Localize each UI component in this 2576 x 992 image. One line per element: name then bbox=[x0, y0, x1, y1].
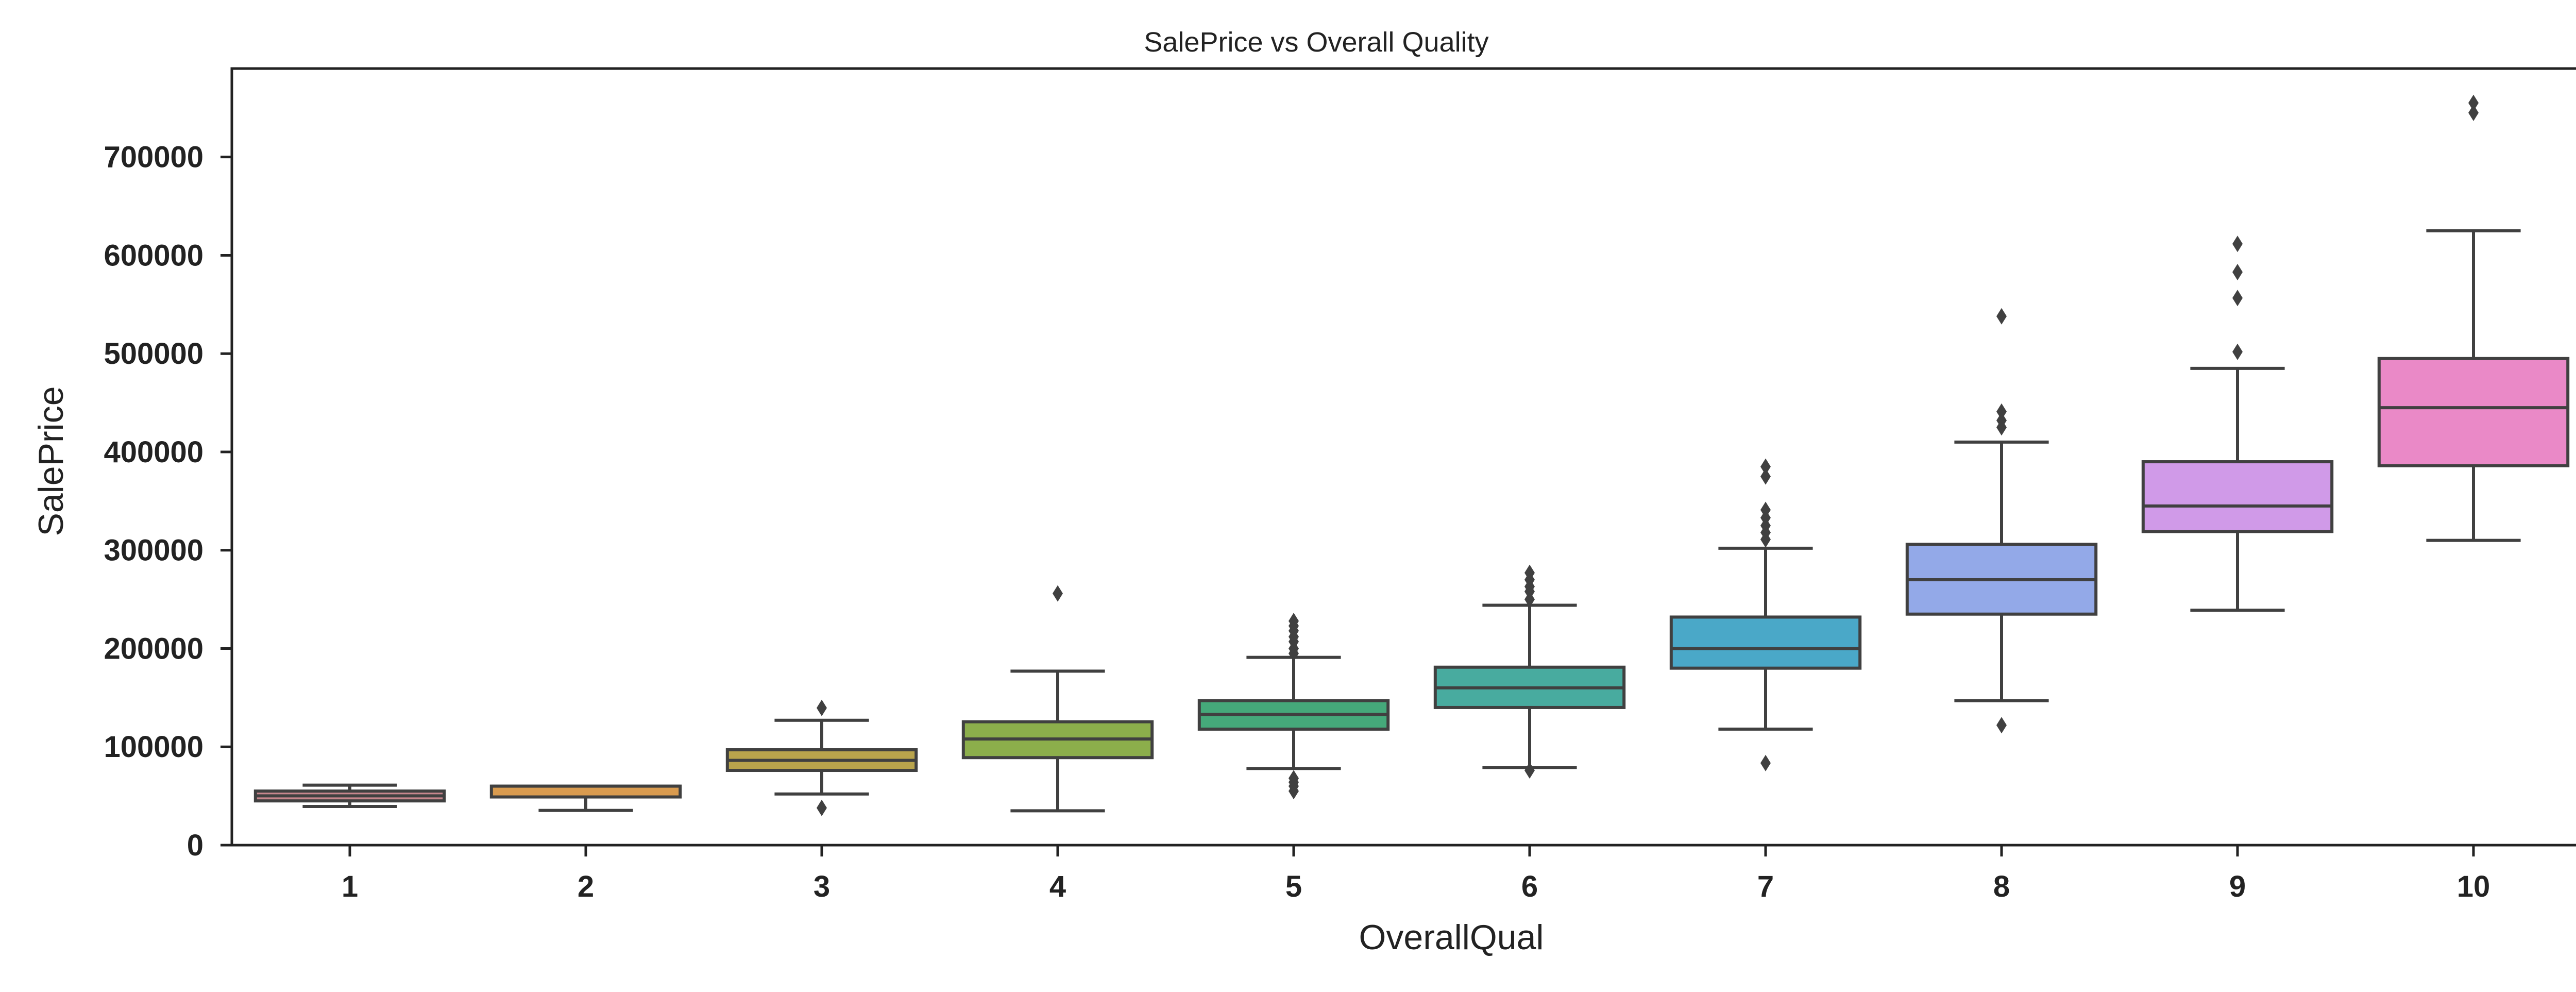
outlier-point bbox=[1524, 762, 1535, 779]
outlier-point bbox=[2468, 104, 2479, 121]
outlier-point bbox=[1053, 585, 1063, 602]
outlier-point bbox=[2232, 290, 2243, 307]
x-tick-label: 3 bbox=[814, 870, 830, 903]
box-6 bbox=[1433, 564, 1626, 779]
outlier-point bbox=[2468, 94, 2479, 111]
outlier-point bbox=[2232, 263, 2243, 280]
box-8 bbox=[1905, 308, 2098, 734]
y-axis-title: SalePrice bbox=[31, 386, 71, 536]
iqr-box bbox=[2141, 460, 2334, 533]
outlier-point bbox=[2232, 343, 2243, 360]
outlier-point bbox=[817, 699, 827, 716]
outlier-point bbox=[817, 799, 827, 816]
chart-title: SalePrice vs Overall Quality bbox=[1144, 27, 1488, 58]
outlier-point bbox=[1996, 308, 2007, 325]
box-3 bbox=[725, 699, 918, 816]
box-10 bbox=[2377, 94, 2570, 542]
box-2 bbox=[489, 784, 682, 812]
outlier-point bbox=[1289, 770, 1299, 787]
box-1 bbox=[253, 783, 446, 809]
x-tick-label: 9 bbox=[2229, 870, 2246, 903]
y-tick-label: 100000 bbox=[104, 730, 204, 764]
x-tick-label: 2 bbox=[578, 870, 594, 903]
outlier-point bbox=[1760, 501, 1771, 518]
y-tick-label: 600000 bbox=[104, 239, 204, 272]
y-tick-label: 200000 bbox=[104, 632, 204, 665]
box-5 bbox=[1197, 613, 1390, 800]
outlier-point bbox=[1996, 717, 2007, 734]
outlier-point bbox=[1524, 564, 1535, 581]
y-tick-label: 300000 bbox=[104, 534, 204, 567]
iqr-box bbox=[1669, 615, 1862, 670]
x-tick-label: 7 bbox=[1757, 870, 1774, 903]
y-tick-label: 700000 bbox=[104, 141, 204, 174]
x-tick-label: 6 bbox=[1521, 870, 1538, 903]
x-tick-label: 4 bbox=[1049, 870, 1066, 903]
y-tick-label: 0 bbox=[187, 829, 204, 862]
y-tick-label: 400000 bbox=[104, 435, 204, 469]
outlier-point bbox=[2232, 236, 2243, 253]
outlier-point bbox=[1760, 468, 1771, 485]
x-tick-label: 5 bbox=[1285, 870, 1302, 903]
outlier-point bbox=[1996, 412, 2007, 429]
x-tick-label: 1 bbox=[342, 870, 358, 903]
outlier-point bbox=[1760, 754, 1771, 771]
x-tick-label: 10 bbox=[2457, 870, 2490, 903]
box-4 bbox=[961, 585, 1154, 813]
plot-frame bbox=[230, 67, 2576, 847]
iqr-box bbox=[489, 784, 682, 799]
box-7 bbox=[1669, 458, 1862, 771]
iqr-box bbox=[2377, 357, 2570, 467]
x-axis-title: OverallQual bbox=[1359, 918, 1544, 957]
x-tick-label: 8 bbox=[1993, 870, 2010, 903]
y-tick-label: 500000 bbox=[104, 337, 204, 371]
outlier-point bbox=[1760, 458, 1771, 475]
outlier-point bbox=[1289, 613, 1299, 630]
outlier-point bbox=[1996, 403, 2007, 420]
boxes-layer bbox=[253, 94, 2570, 816]
axes-layer: 0 100000 200000 300000 400000 500000 600000 700… bbox=[104, 67, 2576, 903]
box-9 bbox=[2141, 236, 2334, 612]
